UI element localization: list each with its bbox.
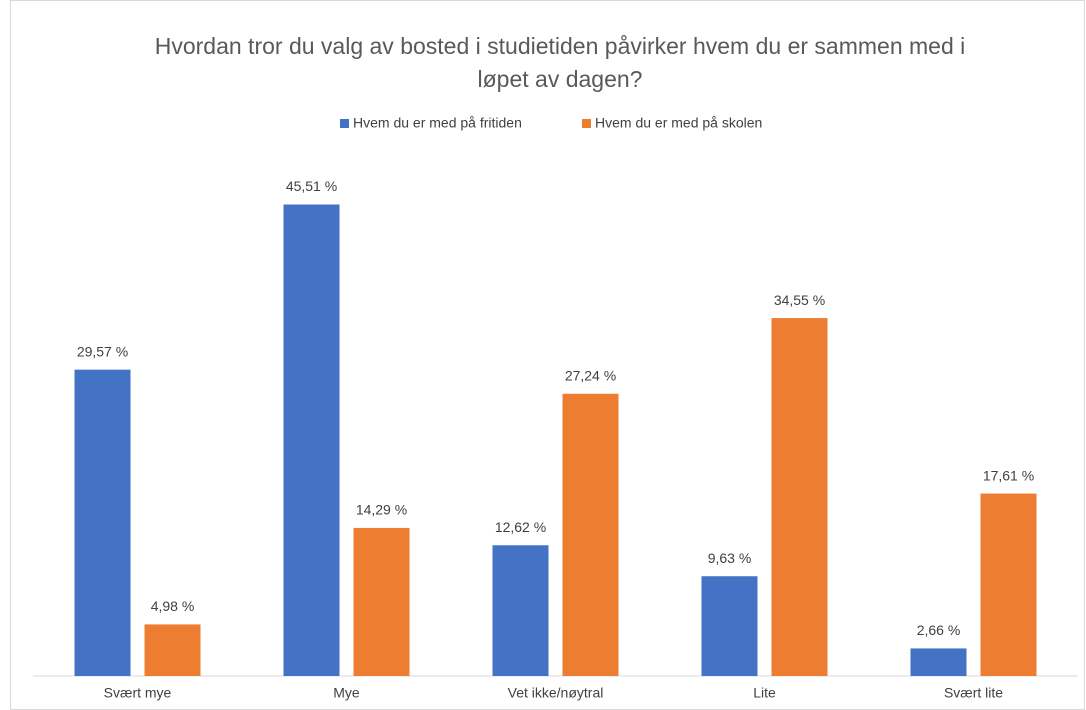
x-tick-label: Mye (333, 685, 360, 701)
x-tick-label: Vet ikke/nøytral (508, 685, 604, 701)
data-label: 27,24 % (565, 367, 616, 383)
legend-label: Hvem du er med på skolen (595, 115, 762, 131)
legend-swatch (340, 119, 349, 128)
data-label: 14,29 % (356, 502, 407, 518)
bar (144, 624, 201, 676)
bar (910, 648, 967, 676)
bar (980, 493, 1037, 676)
data-label: 2,66 % (917, 622, 961, 638)
data-label: 4,98 % (151, 598, 195, 614)
x-tick-label: Lite (753, 685, 776, 701)
bar (353, 527, 410, 676)
bar (283, 204, 340, 676)
data-label: 9,63 % (708, 550, 752, 566)
legend-swatch (582, 119, 591, 128)
data-label: 17,61 % (983, 467, 1034, 483)
x-tick-label: Svært mye (104, 685, 172, 701)
chart-title: Hvordan tror du valg av bosted i studiet… (154, 33, 966, 92)
data-label: 12,62 % (495, 519, 546, 535)
bar (701, 576, 758, 676)
legend-label: Hvem du er med på fritiden (353, 115, 522, 131)
data-label: 29,57 % (77, 343, 128, 359)
bar (492, 545, 549, 676)
x-tick-label: Svært lite (944, 685, 1003, 701)
data-label: 45,51 % (286, 178, 337, 194)
bar (74, 369, 131, 676)
bar (562, 393, 619, 676)
data-label: 34,55 % (774, 292, 825, 308)
bar (771, 318, 828, 676)
